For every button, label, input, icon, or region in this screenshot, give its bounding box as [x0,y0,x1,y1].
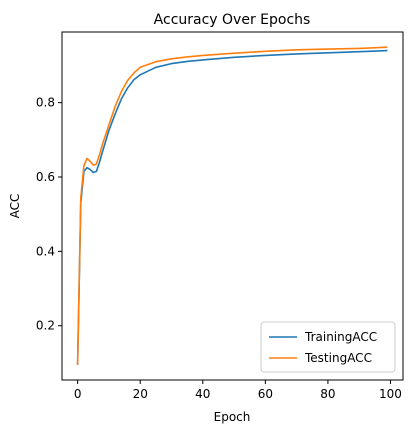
plot-area [76,46,388,365]
x-axis-label: Epoch [214,410,251,424]
x-tick-label: 40 [195,387,210,401]
x-tick-label: 80 [320,387,335,401]
legend-box [260,321,396,373]
legend: TrainingACC TestingACC [260,321,396,373]
y-axis-label: ACC [8,194,22,219]
x-tick-label: 20 [133,387,148,401]
y-tick-label: 0.8 [36,96,55,110]
x-tick-label: 100 [379,387,402,401]
y-axis: 0.2 0.4 0.6 0.8 [36,96,62,333]
series-line-TrainingACC [76,49,388,365]
y-tick-label: 0.2 [36,319,55,333]
x-axis: 0 20 40 60 80 100 [74,380,402,401]
plot-frame [61,31,404,381]
legend-label-TestingACC: TestingACC [304,351,372,365]
y-tick-label: 0.6 [36,170,55,184]
chart-title: Accuracy Over Epochs [154,12,311,28]
x-tick-label: 0 [74,387,82,401]
y-tick-label: 0.4 [36,244,55,258]
legend-label-TrainingACC: TrainingACC [304,330,377,344]
x-tick-label: 60 [258,387,273,401]
series-line-TestingACC [76,46,388,365]
